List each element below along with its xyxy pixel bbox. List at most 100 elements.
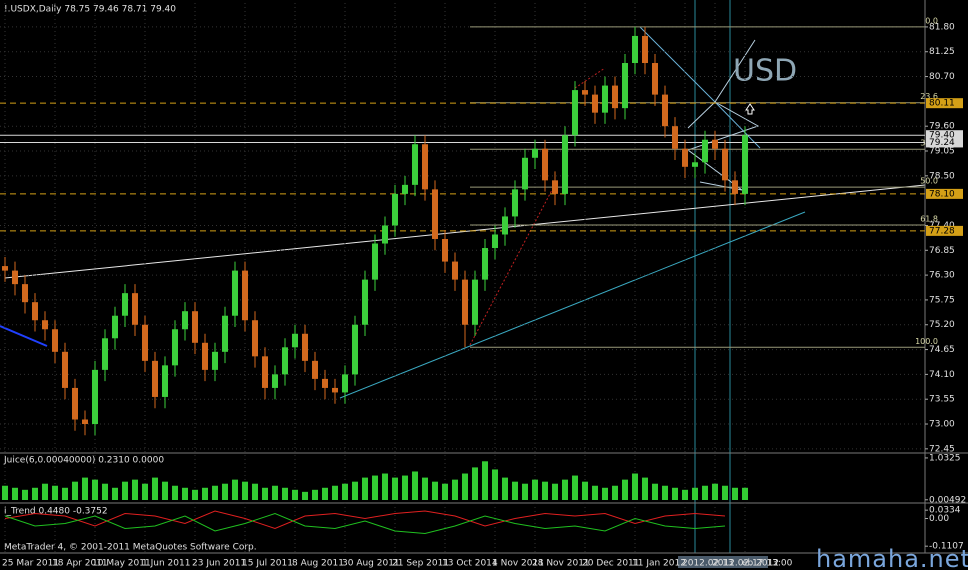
y-tick-label: 0.00 xyxy=(929,514,949,524)
y-tick-label: 73.55 xyxy=(929,395,955,405)
bar xyxy=(252,483,258,500)
candle-body xyxy=(632,35,638,64)
bar xyxy=(592,485,598,500)
candle-body xyxy=(342,374,348,393)
bar xyxy=(622,479,628,500)
x-tick-label: 11 Jan 2012 xyxy=(632,559,686,569)
level-tag xyxy=(926,188,963,199)
candle-body xyxy=(392,193,398,226)
bar xyxy=(232,479,238,500)
level-tag xyxy=(926,98,963,109)
bar xyxy=(532,479,538,500)
bar xyxy=(452,479,458,500)
indicator-line xyxy=(4,512,726,535)
y-tick-label: 76.30 xyxy=(929,271,955,281)
candle-body xyxy=(682,148,688,167)
trendline xyxy=(4,184,926,279)
candle-body xyxy=(222,315,228,352)
footer: MetaTrader 4, © 2001-2011 MetaQuotes Sof… xyxy=(4,543,257,553)
x-tick-label: eb 2012 xyxy=(742,559,779,569)
candle-body xyxy=(512,189,518,217)
bar xyxy=(52,485,58,500)
candle-body xyxy=(52,329,58,352)
bar xyxy=(672,487,678,500)
bar xyxy=(92,479,98,500)
bar xyxy=(212,485,218,500)
candle-body xyxy=(372,243,378,280)
y-tick-label: 0.0334 xyxy=(929,506,961,516)
x-tick-label: 2012.02.13 xyxy=(682,559,734,569)
candle-body xyxy=(612,85,618,109)
candle-body xyxy=(132,293,138,325)
bar xyxy=(722,485,728,500)
bar xyxy=(162,481,168,500)
candle-body xyxy=(282,347,288,375)
candle-body xyxy=(72,387,78,420)
candle-body xyxy=(432,189,438,240)
candle-body xyxy=(662,94,668,127)
candle-body xyxy=(712,139,718,149)
level-tag xyxy=(926,225,963,236)
candle-body xyxy=(542,148,548,181)
bar xyxy=(482,461,488,500)
x-tick-label: 28 Nov 2011 xyxy=(532,559,590,569)
bar xyxy=(552,483,558,500)
annotation: USD xyxy=(733,54,797,89)
bar xyxy=(2,485,8,500)
candle-body xyxy=(412,144,418,185)
x-tick-label: 2012.02.17 13:00 xyxy=(712,559,793,569)
candle-body xyxy=(82,419,88,425)
candle-body xyxy=(32,302,38,321)
y-tick-label: 0.00492 xyxy=(929,495,966,505)
bar xyxy=(172,485,178,500)
bar xyxy=(442,483,448,500)
candle-body xyxy=(112,315,118,339)
arrow-line xyxy=(714,39,756,103)
bar xyxy=(32,487,38,500)
candle-body xyxy=(552,180,558,194)
bar xyxy=(582,481,588,500)
candle-body xyxy=(362,279,368,325)
bar xyxy=(342,483,348,500)
candle-body xyxy=(152,360,158,397)
fib-label: 23.6 xyxy=(920,92,938,101)
y-tick-label: 79.05 xyxy=(929,147,955,157)
bar xyxy=(742,487,748,500)
bar xyxy=(522,483,528,500)
bar xyxy=(632,473,638,500)
highlight-range xyxy=(678,556,768,568)
bar xyxy=(422,477,428,500)
bar xyxy=(312,489,318,500)
y-tick-label: 73.00 xyxy=(929,420,955,430)
candle-body xyxy=(292,333,298,348)
bar xyxy=(702,485,708,500)
level-tag xyxy=(926,137,963,148)
arrow-icon xyxy=(745,103,755,115)
candle-body xyxy=(332,387,338,393)
fib-label: 61.8 xyxy=(920,215,938,224)
x-tick-label: 23 Jun 2011 xyxy=(192,559,246,569)
bar xyxy=(352,481,358,500)
bar xyxy=(182,487,188,500)
candle-body xyxy=(522,157,528,190)
x-tick-label: 15 Jul 2011 xyxy=(242,559,293,569)
candle-body xyxy=(702,139,708,163)
bar xyxy=(62,487,68,500)
bar xyxy=(602,487,608,500)
bar xyxy=(562,479,568,500)
candle-body xyxy=(62,351,68,388)
candle-body xyxy=(12,270,18,285)
candle-body xyxy=(582,90,588,95)
bar xyxy=(642,477,648,500)
x-tick-label: 20 Dec 2011 xyxy=(582,559,640,569)
bar xyxy=(132,479,138,500)
bar xyxy=(382,473,388,500)
fib-label: 100.0 xyxy=(915,337,938,346)
fib-label: 50.0 xyxy=(920,177,938,186)
bar xyxy=(462,473,468,500)
level-label: 79.24 xyxy=(929,138,955,148)
candle-body xyxy=(672,126,678,149)
bar xyxy=(82,477,88,500)
candle-body xyxy=(312,360,318,379)
